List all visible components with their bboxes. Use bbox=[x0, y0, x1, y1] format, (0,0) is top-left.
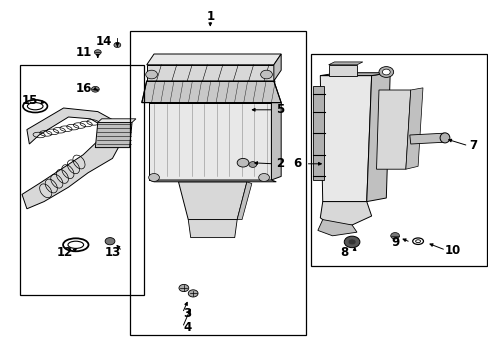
Polygon shape bbox=[312, 86, 323, 180]
Circle shape bbox=[145, 70, 157, 79]
Circle shape bbox=[237, 158, 248, 167]
Polygon shape bbox=[317, 220, 356, 236]
Circle shape bbox=[347, 239, 355, 245]
Text: 4: 4 bbox=[183, 321, 191, 334]
Circle shape bbox=[91, 86, 99, 92]
Polygon shape bbox=[320, 76, 371, 202]
Text: 11: 11 bbox=[76, 46, 92, 59]
Polygon shape bbox=[271, 103, 281, 180]
Polygon shape bbox=[188, 220, 237, 238]
Text: 6: 6 bbox=[293, 157, 301, 170]
Text: 9: 9 bbox=[390, 237, 399, 249]
Polygon shape bbox=[320, 202, 371, 227]
Text: 7: 7 bbox=[468, 139, 477, 152]
Polygon shape bbox=[142, 81, 281, 103]
Text: 3: 3 bbox=[183, 307, 191, 320]
Polygon shape bbox=[320, 73, 389, 76]
Circle shape bbox=[260, 70, 272, 79]
Circle shape bbox=[179, 284, 188, 292]
Polygon shape bbox=[328, 65, 356, 76]
Bar bbox=[129, 31, 305, 335]
Circle shape bbox=[188, 290, 198, 297]
Circle shape bbox=[148, 174, 159, 181]
Circle shape bbox=[344, 236, 359, 248]
Polygon shape bbox=[22, 108, 122, 209]
Circle shape bbox=[390, 233, 399, 239]
Text: 1: 1 bbox=[206, 10, 214, 23]
Polygon shape bbox=[409, 133, 444, 144]
Polygon shape bbox=[149, 103, 271, 180]
Text: 12: 12 bbox=[56, 246, 72, 258]
Text: 2: 2 bbox=[276, 157, 284, 170]
Polygon shape bbox=[237, 182, 251, 220]
Circle shape bbox=[378, 67, 393, 77]
Text: 13: 13 bbox=[105, 246, 121, 258]
Polygon shape bbox=[178, 182, 246, 220]
Polygon shape bbox=[149, 180, 276, 182]
Polygon shape bbox=[98, 119, 136, 122]
Text: 14: 14 bbox=[95, 35, 111, 48]
Circle shape bbox=[258, 174, 269, 181]
Circle shape bbox=[248, 162, 256, 167]
Circle shape bbox=[105, 238, 115, 245]
Text: 16: 16 bbox=[76, 82, 92, 95]
Polygon shape bbox=[146, 65, 273, 81]
Polygon shape bbox=[273, 54, 281, 81]
Ellipse shape bbox=[439, 133, 449, 143]
Text: 8: 8 bbox=[339, 246, 347, 258]
Polygon shape bbox=[366, 73, 389, 202]
Text: 15: 15 bbox=[22, 94, 38, 107]
Text: 5: 5 bbox=[276, 103, 284, 116]
Polygon shape bbox=[146, 54, 281, 65]
Bar bbox=[20, 65, 144, 295]
Bar bbox=[310, 54, 486, 266]
Circle shape bbox=[94, 50, 101, 55]
Polygon shape bbox=[95, 122, 132, 148]
Polygon shape bbox=[328, 62, 362, 65]
Polygon shape bbox=[405, 88, 422, 169]
Circle shape bbox=[382, 69, 389, 75]
Polygon shape bbox=[376, 90, 410, 169]
Circle shape bbox=[114, 42, 121, 48]
Text: 10: 10 bbox=[444, 244, 460, 257]
